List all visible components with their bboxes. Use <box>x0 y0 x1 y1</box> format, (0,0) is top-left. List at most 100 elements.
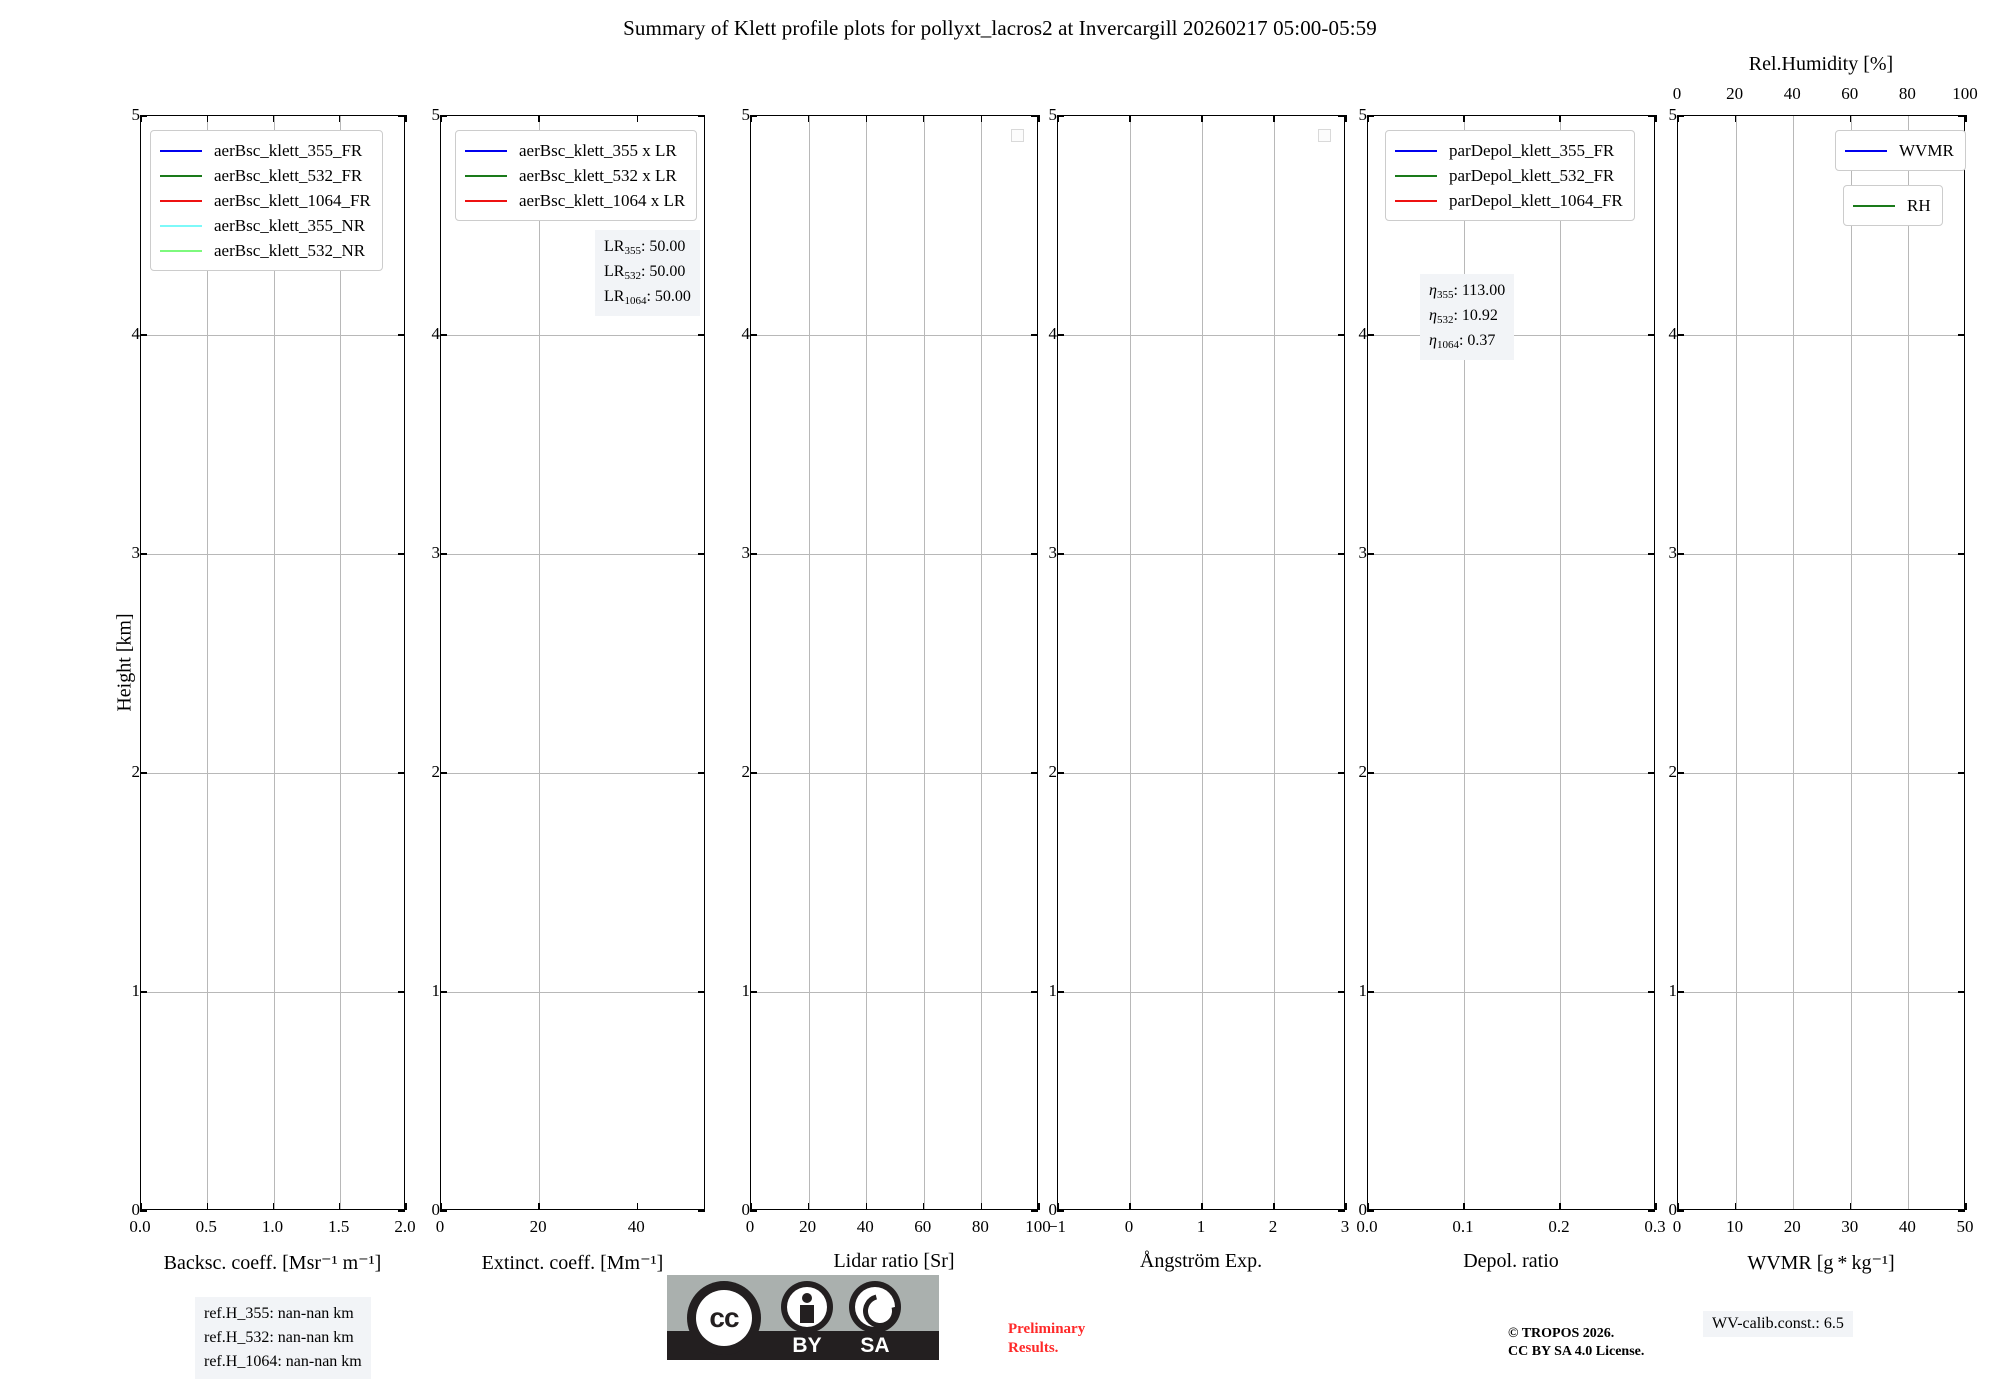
x-tick <box>1038 1203 1040 1210</box>
y-tick <box>1057 334 1064 336</box>
y-tick <box>1958 1210 1965 1212</box>
gridline-horizontal <box>141 773 404 774</box>
x-axis-title-wvmr: WVMR [g * kg⁻¹] <box>1747 1252 1895 1274</box>
gridline-vertical <box>1202 116 1203 1209</box>
y-tick <box>1958 334 1965 336</box>
legend-item[interactable]: aerBsc_klett_532_FR <box>160 163 371 188</box>
y-tick-label: 2 <box>131 762 141 781</box>
lidar-ratio-constants-box: LR355: 50.00 LR532: 50.00 LR1064: 50.00 <box>595 230 700 316</box>
x-tick-label: 0.3 <box>1644 1217 1666 1236</box>
gridline-vertical <box>1130 116 1131 1209</box>
x-tick <box>1734 1203 1737 1210</box>
legend-item-label: WVMR <box>1899 140 1954 160</box>
legend-wvmr[interactable]: WVMR <box>1835 130 1966 171</box>
reference-height-row: ref.H_1064: nan-nan km <box>204 1353 362 1370</box>
legend-item-label: aerBsc_klett_355 x LR <box>519 140 677 160</box>
x-tick <box>538 1203 540 1210</box>
x-tick <box>339 115 341 122</box>
legend-item[interactable]: parDepol_klett_1064_FR <box>1395 188 1623 213</box>
constant-symbol: LR <box>604 287 625 305</box>
x-axis-title-depol-ratio: Depol. ratio <box>1463 1250 1559 1272</box>
top-axis-title-humidity: Rel.Humidity [%] <box>1748 53 1894 75</box>
y-tick-label: 3 <box>131 543 141 562</box>
y-tick-label: 5 <box>431 105 441 124</box>
y-tick <box>140 553 147 555</box>
x-tick <box>865 1203 867 1210</box>
gridline-horizontal <box>751 992 1037 993</box>
y-tick <box>1648 553 1655 555</box>
legend-item[interactable]: WVMR <box>1845 138 1954 163</box>
y-tick-label: 5 <box>131 105 141 124</box>
legend-rh[interactable]: RH <box>1843 185 1943 226</box>
sa-label: SA <box>860 1334 890 1357</box>
gridline-horizontal <box>441 335 704 336</box>
y-tick <box>1338 115 1345 117</box>
y-tick <box>1057 1210 1064 1212</box>
constant-symbol: LR <box>604 262 625 280</box>
x-tick <box>1273 115 1275 122</box>
legend-color-swatch <box>465 174 507 177</box>
x-axis-title-angstrom: Ångström Exp. <box>1139 1250 1263 1272</box>
gridline-vertical <box>1850 116 1852 1209</box>
y-tick <box>1677 553 1684 555</box>
x-axis-title-lidar-ratio: Lidar ratio [Sr] <box>833 1250 955 1272</box>
legend-item-label: aerBsc_klett_1064_FR <box>214 190 371 210</box>
y-tick-label: 4 <box>1048 324 1058 343</box>
panel-angstrom: Ångström Exp. −1 0 1 2 3 <box>1048 115 1349 1272</box>
x-axis-title-extinction: Extinct. coeff. [Mm⁻¹] <box>481 1252 664 1274</box>
legend-item[interactable]: aerBsc_klett_532 x LR <box>465 163 685 188</box>
plot-area-angstrom <box>1057 115 1347 1212</box>
legend-item[interactable]: aerBsc_klett_355_NR <box>160 213 371 238</box>
x-tick-label: 0 <box>1124 1217 1134 1236</box>
legend-item[interactable]: parDepol_klett_355_FR <box>1395 138 1623 163</box>
y-tick <box>398 334 405 336</box>
y-tick <box>440 553 447 555</box>
top-x-tick-label: 100 <box>1952 84 1978 103</box>
y-tick-label: 5 <box>1048 105 1058 124</box>
cc-icon-label: cc <box>709 1302 739 1333</box>
y-tick-label: 4 <box>741 324 751 343</box>
x-tick <box>1655 1203 1657 1210</box>
gridline-horizontal <box>1678 992 1964 993</box>
legend-item[interactable]: aerBsc_klett_1064_FR <box>160 188 371 213</box>
legend-item[interactable]: aerBsc_klett_355 x LR <box>465 138 685 163</box>
y-tick <box>1677 1210 1684 1212</box>
copyright-line: CC BY SA 4.0 License. <box>1508 1344 1645 1360</box>
x-tick <box>140 115 142 122</box>
y-tick <box>440 115 447 117</box>
x-tick <box>206 1203 208 1210</box>
legend-item[interactable]: aerBsc_klett_355_FR <box>160 138 371 163</box>
legend-item[interactable]: RH <box>1853 193 1931 218</box>
y-tick-label: 4 <box>1668 324 1678 343</box>
gridline-horizontal <box>441 554 704 555</box>
y-tick-label: 4 <box>1358 324 1368 343</box>
depol-eta-constants-box: η355: 113.00 η532: 10.92 η1064: 0.37 <box>1420 274 1515 360</box>
legend-color-swatch <box>465 149 507 152</box>
constant-subscript: 355 <box>624 245 641 257</box>
legend-extinction[interactable]: aerBsc_klett_355 x LR aerBsc_klett_532 x … <box>455 130 698 221</box>
x-tick-label: 20 <box>529 1217 547 1236</box>
legend-item[interactable]: parDepol_klett_532_FR <box>1395 163 1623 188</box>
y-tick <box>1958 115 1965 117</box>
x-tick <box>405 1203 407 1210</box>
copyright-note: © TROPOS 2026. CC BY SA 4.0 License. <box>1508 1325 1644 1361</box>
y-tick <box>1057 991 1064 993</box>
y-tick <box>750 553 757 555</box>
y-tick <box>1958 553 1965 555</box>
x-tick <box>980 115 983 122</box>
legend-item[interactable]: aerBsc_klett_532_NR <box>160 238 371 263</box>
y-tick-label: 4 <box>131 324 141 343</box>
constant-value: : 0.37 <box>1458 331 1496 349</box>
y-tick <box>698 334 705 336</box>
y-tick <box>440 991 447 993</box>
y-tick <box>750 772 757 774</box>
x-tick-label: 50 <box>1956 1217 1974 1236</box>
x-tick <box>339 1203 341 1210</box>
legend-color-swatch <box>1395 149 1437 152</box>
y-tick <box>750 991 757 993</box>
y-tick-label: 4 <box>431 324 441 343</box>
legend-color-swatch <box>160 149 202 152</box>
legend-depol-ratio[interactable]: parDepol_klett_355_FR parDepol_klett_532_… <box>1385 130 1635 221</box>
legend-item[interactable]: aerBsc_klett_1064 x LR <box>465 188 685 213</box>
legend-backscatter[interactable]: aerBsc_klett_355_FR aerBsc_klett_532_FR ae… <box>150 130 383 271</box>
